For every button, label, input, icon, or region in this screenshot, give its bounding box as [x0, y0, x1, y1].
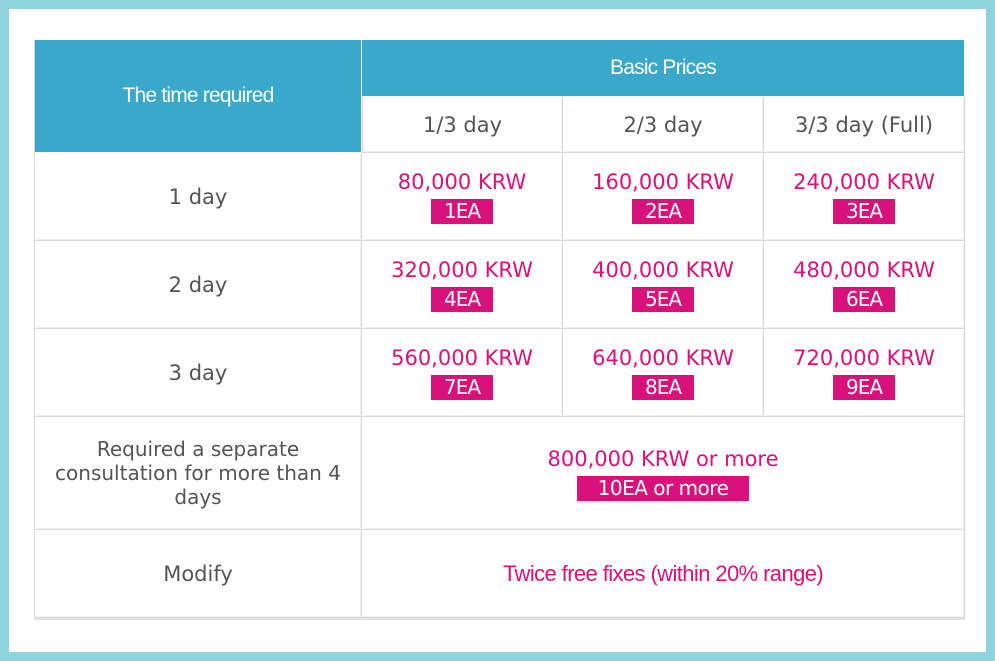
quantity-badge: 8EA: [632, 375, 694, 400]
price-amount: 320,000 KRW: [391, 258, 533, 282]
price-cell: 240,000 KRW 3EA: [764, 153, 966, 241]
quantity-badge: 9EA: [833, 375, 895, 400]
modify-label: Modify: [34, 530, 362, 618]
price-cell: 160,000 KRW 2EA: [563, 153, 764, 241]
header-row: The time required Basic Prices: [34, 40, 966, 153]
basic-prices-header: Basic Prices: [362, 40, 966, 97]
table-row: 3 day 560,000 KRW 7EA 640,000 KRW 8EA 72…: [34, 329, 966, 417]
duration-header-row: 1/3 day 2/3 day 3/3 day (Full): [34, 97, 966, 153]
price-amount: 80,000 KRW: [397, 170, 527, 194]
row-label: 1 day: [34, 153, 362, 241]
row-label: 2 day: [34, 241, 362, 329]
modify-note: Twice free fixes (within 20% range): [502, 560, 824, 586]
table-row: 1 day 80,000 KRW 1EA 160,000 KRW 2EA 240…: [34, 153, 966, 241]
row-label: 3 day: [34, 329, 362, 417]
price-amount: 160,000 KRW: [592, 170, 734, 194]
price-cell: 560,000 KRW 7EA: [362, 329, 563, 417]
table-row: 2 day 320,000 KRW 4EA 400,000 KRW 5EA 48…: [34, 241, 966, 329]
price-amount: 560,000 KRW: [391, 346, 533, 370]
price-amount: 640,000 KRW: [592, 346, 734, 370]
price-amount: 720,000 KRW: [793, 346, 935, 370]
price-cell: 80,000 KRW 1EA: [362, 153, 563, 241]
quantity-badge: 6EA: [833, 287, 895, 312]
price-amount: 240,000 KRW: [793, 170, 935, 194]
quantity-badge: 7EA: [431, 375, 493, 400]
price-table: The time required Basic Prices 1/3 day 2…: [34, 40, 966, 618]
quantity-badge: 1EA: [431, 199, 493, 224]
modify-note-cell: Twice free fixes (within 20% range): [362, 530, 966, 618]
consultation-price: 800,000 KRW or more: [547, 446, 779, 471]
price-cell: 320,000 KRW 4EA: [362, 241, 563, 329]
price-amount: 480,000 KRW: [793, 258, 935, 282]
consultation-label: Required a separate consultation for mor…: [34, 417, 362, 530]
price-cell: 400,000 KRW 5EA: [563, 241, 764, 329]
column-header-full-day: 3/3 day (Full): [764, 97, 966, 153]
consultation-price-cell: 800,000 KRW or more 10EA or more: [362, 417, 966, 530]
price-cell: 480,000 KRW 6EA: [764, 241, 966, 329]
quantity-badge: 4EA: [431, 287, 493, 312]
consultation-quantity-badge: 10EA or more: [577, 475, 749, 501]
consultation-row: Required a separate consultation for mor…: [34, 417, 966, 530]
column-header-one-third-day: 1/3 day: [362, 97, 563, 153]
modify-row: Modify Twice free fixes (within 20% rang…: [34, 530, 966, 618]
price-cell: 640,000 KRW 8EA: [563, 329, 764, 417]
quantity-badge: 2EA: [632, 199, 694, 224]
column-header-two-thirds-day: 2/3 day: [563, 97, 764, 153]
price-cell: 720,000 KRW 9EA: [764, 329, 966, 417]
time-required-header: The time required: [34, 40, 362, 153]
quantity-badge: 5EA: [632, 287, 694, 312]
quantity-badge: 3EA: [833, 199, 895, 224]
price-amount: 400,000 KRW: [592, 258, 734, 282]
